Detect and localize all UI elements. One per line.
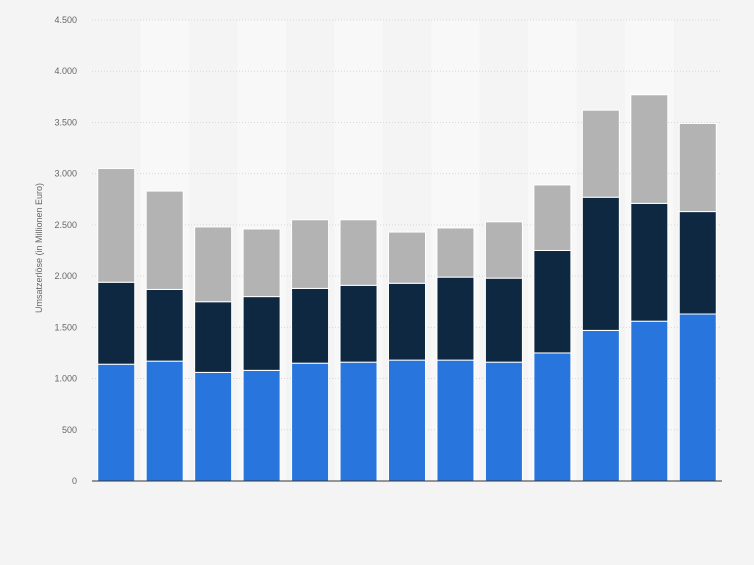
bar-segment-1[interactable] xyxy=(484,361,523,482)
y-tick-label: 4.000 xyxy=(54,66,77,76)
bar-segment-3[interactable] xyxy=(145,190,184,290)
bar-segment-1[interactable] xyxy=(339,361,378,482)
bar-segment-3[interactable] xyxy=(97,168,136,283)
bar-segment-3[interactable] xyxy=(581,109,620,198)
bar-segment-2[interactable] xyxy=(97,281,136,365)
bar-segment-1[interactable] xyxy=(581,329,620,482)
bar-segment-1[interactable] xyxy=(242,369,281,482)
y-tick-label: 3.000 xyxy=(54,169,77,179)
bar-segment-1[interactable] xyxy=(145,360,184,482)
y-tick-label: 1.000 xyxy=(54,374,77,384)
y-tick-label: 2.000 xyxy=(54,271,77,281)
bar-segment-3[interactable] xyxy=(242,228,281,298)
y-tick-label: 3.500 xyxy=(54,117,77,127)
bar-segment-2[interactable] xyxy=(630,202,669,322)
bar-segment-1[interactable] xyxy=(678,313,717,482)
bar-segment-1[interactable] xyxy=(533,352,572,482)
y-tick-label: 500 xyxy=(62,425,77,435)
bar-segment-3[interactable] xyxy=(388,231,426,284)
bar-segment-2[interactable] xyxy=(581,196,620,331)
bar-segment-1[interactable] xyxy=(630,320,669,482)
bar-segment-2[interactable] xyxy=(436,276,475,361)
bar-segment-2[interactable] xyxy=(388,282,426,361)
bar-segment-3[interactable] xyxy=(436,227,475,278)
bar-segment-2[interactable] xyxy=(242,296,281,371)
bars xyxy=(97,94,717,482)
bar-segment-2[interactable] xyxy=(194,301,233,373)
bar-segment-2[interactable] xyxy=(678,211,717,315)
y-axis-ticks: 0 500 1.000 1.500 2.000 2.500 3.000 3.500 4.000 4… xyxy=(54,15,77,486)
bar-segment-3[interactable] xyxy=(291,219,330,289)
bar-segment-2[interactable] xyxy=(533,250,572,354)
y-tick-label: 2.500 xyxy=(54,220,77,230)
y-tick-label: 4.500 xyxy=(54,15,77,25)
bar-segment-1[interactable] xyxy=(291,362,330,482)
bar-segment-1[interactable] xyxy=(436,359,475,482)
bar-segment-1[interactable] xyxy=(97,363,136,482)
bar-segment-1[interactable] xyxy=(194,371,233,482)
y-axis-title: Umsatzerlöse (in Millionen Euro) xyxy=(34,183,44,313)
bar-segment-3[interactable] xyxy=(678,122,717,213)
bar-segment-3[interactable] xyxy=(339,219,378,286)
bar-segment-3[interactable] xyxy=(533,184,572,252)
bar-segment-1[interactable] xyxy=(388,359,426,482)
y-tick-label: 1.500 xyxy=(54,322,77,332)
bar-segment-2[interactable] xyxy=(291,287,330,364)
y-tick-label: 0 xyxy=(72,476,77,486)
bar-segment-3[interactable] xyxy=(194,226,233,303)
bar-segment-2[interactable] xyxy=(145,288,184,362)
bar-segment-2[interactable] xyxy=(484,277,523,363)
bar-segment-2[interactable] xyxy=(339,284,378,363)
bar-segment-3[interactable] xyxy=(630,94,669,204)
bar-segment-3[interactable] xyxy=(484,221,523,279)
